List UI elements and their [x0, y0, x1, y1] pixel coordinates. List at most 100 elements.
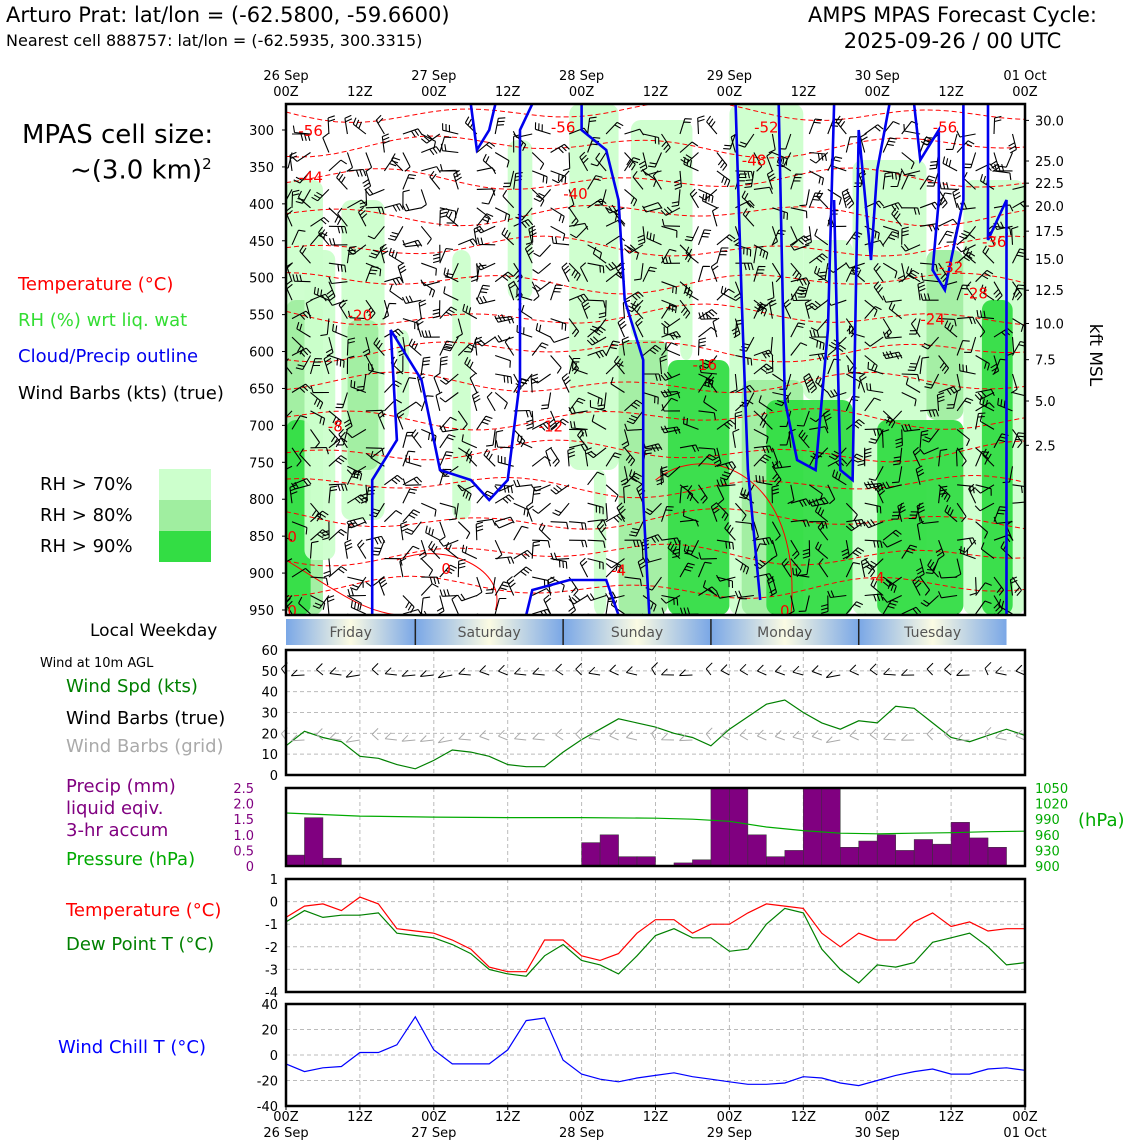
wind-barb-grid — [883, 732, 896, 741]
wind-barb — [735, 558, 750, 575]
rh-shade-5 — [347, 320, 379, 470]
wind-barb-grid — [315, 728, 324, 741]
temperature-contour-2 — [286, 167, 1025, 190]
pressure-tick-label: 600 — [249, 346, 274, 361]
wind-barb — [901, 392, 917, 407]
wind-barb — [905, 377, 921, 393]
wind-barb — [753, 152, 763, 172]
wind-barb-grid — [419, 735, 434, 742]
wind-barb — [568, 595, 588, 605]
wind-barb — [286, 262, 294, 282]
wind-barb — [661, 299, 677, 314]
wind-barb — [716, 478, 736, 487]
wind-10m-panel: 0 10 20 30 40 50 60 — [261, 644, 1027, 784]
wind-barb — [420, 356, 431, 375]
wind-barb — [845, 562, 861, 578]
wind-barb — [532, 262, 551, 274]
wind-barb — [384, 510, 403, 523]
rh80-swatch — [159, 500, 211, 531]
wind-barb — [1011, 284, 1025, 301]
wind-barb — [328, 354, 345, 368]
wind-barb-true — [774, 665, 785, 676]
legend-temperature-2: Temperature (°C) — [66, 900, 222, 921]
pressure-tick-label: 550 — [249, 309, 274, 324]
wind-barb — [326, 595, 335, 615]
wind-barb — [699, 365, 717, 375]
wind-barb-true — [1015, 664, 1026, 676]
wind-barb — [328, 276, 348, 285]
wind-barb — [358, 206, 368, 227]
wind-barb — [552, 502, 570, 517]
contour-label: 0 — [287, 528, 297, 546]
wind-barb — [439, 521, 446, 542]
wind-barb — [731, 318, 741, 339]
wind-barb — [679, 299, 691, 319]
wind-barb — [814, 228, 829, 246]
kft-tick-label: 5.0 — [1035, 395, 1056, 410]
kft-tick-label: 10.0 — [1035, 317, 1064, 332]
wind-barb — [716, 234, 736, 246]
wind-barb — [863, 519, 884, 529]
wind-barb — [384, 558, 403, 566]
wind-barb — [502, 189, 515, 209]
wind-barb-grid — [555, 728, 564, 741]
contour-label: -40 — [563, 185, 588, 203]
wind-barb — [883, 202, 903, 212]
precip-bar — [950, 822, 970, 867]
wind-barb — [775, 392, 792, 407]
wind-barb — [551, 236, 570, 246]
wind-barb — [783, 299, 792, 319]
wind-barb — [310, 216, 330, 227]
wind-barb — [531, 152, 545, 170]
wind-barb — [680, 152, 699, 164]
wind-barb — [404, 521, 422, 535]
wind-barb — [291, 447, 302, 467]
wind-barb — [605, 484, 619, 502]
wind-barb — [605, 558, 625, 569]
wind-barb — [402, 239, 422, 248]
wind-barb — [299, 245, 311, 264]
wind-barb — [962, 246, 976, 264]
wind-barb — [891, 503, 903, 520]
wind-barb — [661, 225, 678, 238]
wind-barb — [420, 189, 427, 209]
wind-barb — [741, 190, 755, 209]
wind-barb — [550, 225, 566, 241]
wind-barb — [919, 576, 931, 596]
wind-barb — [710, 502, 720, 522]
wind-barb — [448, 503, 459, 521]
wind-barb — [550, 143, 570, 154]
cycle-title: AMPS MPAS Forecast Cycle: — [808, 3, 1097, 27]
wind-barb — [347, 588, 366, 597]
wind-barb — [701, 193, 718, 209]
wind-barb — [338, 299, 348, 319]
wind-barb-true — [329, 667, 342, 676]
wind-barb — [359, 189, 368, 209]
wind-barb — [845, 136, 858, 153]
pressure-tick-label: 700 — [249, 419, 274, 434]
wind-barb-true — [756, 664, 767, 676]
bottom-time-label: 00Z — [717, 1110, 743, 1125]
wind-barb — [685, 246, 699, 264]
contour-label: -36 — [982, 233, 1007, 251]
wind-barb — [464, 116, 478, 135]
wind-barb — [320, 318, 330, 337]
wind-barb — [328, 225, 348, 234]
wind-barb — [919, 356, 930, 375]
wind-barb — [963, 152, 977, 169]
contour-label: -24 — [920, 310, 945, 328]
wind-barb — [471, 391, 481, 412]
wind-tick-label: 40 — [261, 686, 278, 701]
wind-barb — [671, 189, 681, 208]
wind-barb — [938, 571, 958, 579]
wind-barb — [567, 447, 576, 467]
wind-barb — [660, 388, 681, 398]
wind-barb — [882, 529, 902, 541]
wind-barb — [822, 409, 832, 430]
wind-barb — [868, 466, 884, 481]
pressure-tick-label: 350 — [249, 161, 274, 176]
wind-barb — [310, 385, 329, 394]
wind-barb — [379, 243, 389, 264]
weekday-title: Local Weekday — [90, 621, 218, 641]
wind-barb-grid — [651, 727, 658, 741]
